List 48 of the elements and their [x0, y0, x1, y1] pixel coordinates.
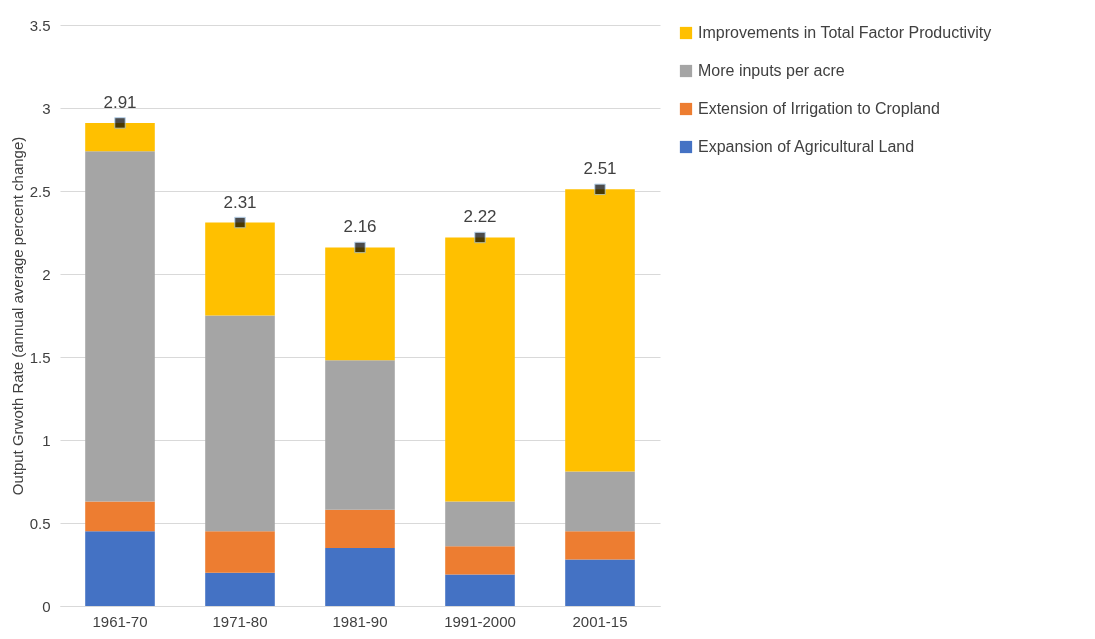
data-label: 2.22 [463, 207, 497, 227]
bar [445, 237, 515, 502]
data-label: 2.91 [103, 92, 137, 112]
x-tick-label: 1981-90 [332, 612, 388, 630]
bar [565, 189, 635, 472]
bar [85, 151, 155, 502]
bar [205, 531, 275, 573]
y-tick-label: 0 [42, 597, 51, 615]
y-tick-label: 1.5 [29, 348, 51, 366]
legend-label: Improvements in Total Factor Productivity [698, 24, 992, 41]
point [114, 117, 126, 129]
x-tick-label: 2001-15 [572, 612, 628, 630]
bar [205, 222, 275, 316]
y-tick-label: 2 [42, 265, 51, 283]
legend-label: Extension of Irrigation to Cropland [698, 100, 940, 117]
bar [565, 531, 635, 560]
legend-label: More inputs per acre [698, 62, 845, 79]
x-tick-label: 1971-80 [212, 612, 268, 630]
point [234, 216, 246, 229]
x-tick-label: 1961-70 [92, 612, 148, 630]
bar [445, 546, 515, 575]
point [354, 241, 366, 254]
bar [445, 574, 515, 606]
y-tick-label: 1 [42, 431, 51, 449]
bar [85, 122, 155, 152]
point [594, 183, 606, 196]
data-label: 2.51 [583, 159, 617, 179]
bar [325, 509, 395, 548]
y-axis-title: Output Grwoth Rate (annual average percent change) [8, 136, 26, 496]
y-tick-label: 3.5 [29, 16, 51, 34]
bar [325, 247, 395, 361]
bar [565, 559, 635, 606]
x-tick-label: 1991-2000 [444, 612, 516, 630]
y-tick-label: 0.5 [29, 514, 51, 532]
data-label: 2.16 [343, 217, 377, 237]
bar [565, 471, 635, 532]
y-tick-label: 2.5 [29, 182, 51, 200]
bar [325, 360, 395, 510]
data-label: 2.31 [223, 192, 257, 212]
y-tick-label: 3 [42, 99, 51, 117]
bar [205, 315, 275, 532]
bar [85, 501, 155, 532]
bar [325, 547, 395, 606]
point [474, 231, 486, 244]
bar [205, 572, 275, 606]
bar [445, 501, 515, 547]
bar [85, 531, 155, 606]
legend-label: Expansion of Agricultural Land [698, 138, 915, 155]
